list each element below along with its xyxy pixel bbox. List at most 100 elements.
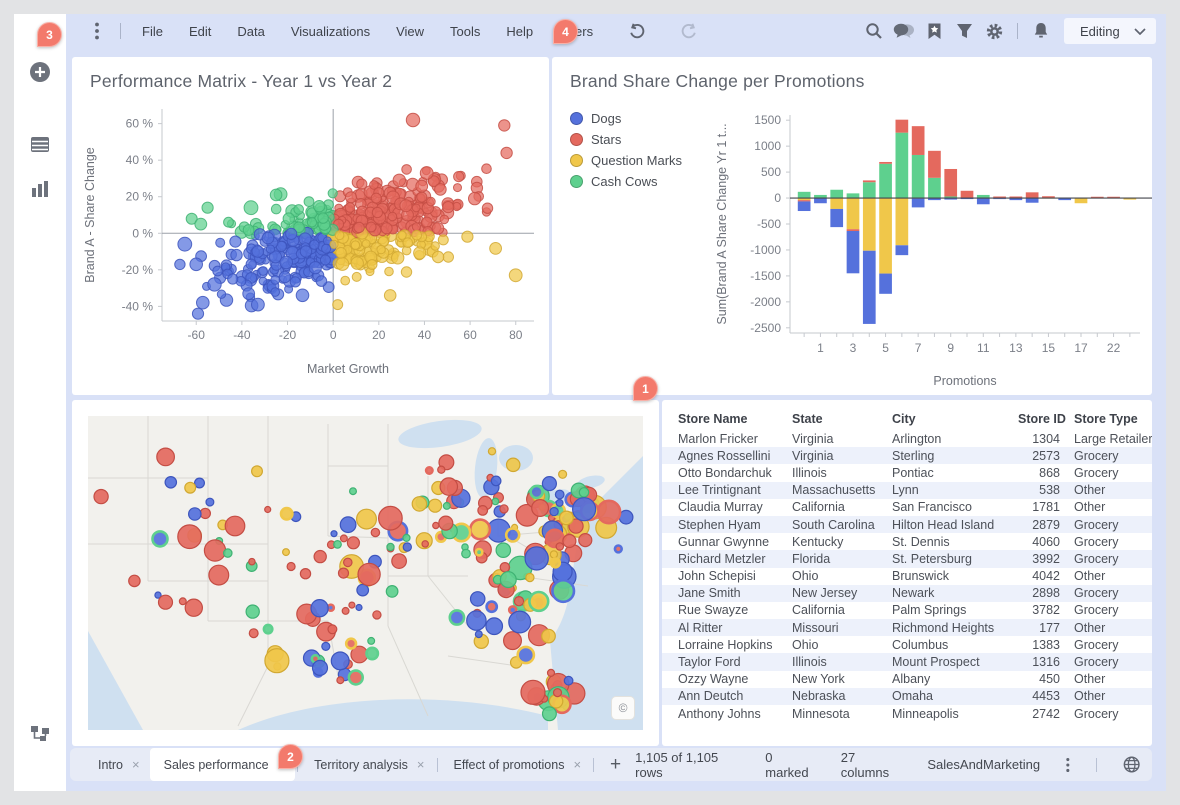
table-row[interactable]: Anthony Johns Minnesota Minneapolis 2742 Gro…: [662, 705, 1152, 722]
notifications-button[interactable]: [1026, 16, 1056, 46]
col-header-state[interactable]: State: [792, 412, 823, 426]
visualization-types-button[interactable]: [28, 177, 52, 201]
add-page-button[interactable]: +: [610, 753, 622, 775]
app-window: FileEditDataVisualizationsViewToolsHelpU…: [14, 14, 1166, 791]
column-count[interactable]: 27 columns: [840, 749, 890, 780]
redo-button[interactable]: [674, 16, 704, 46]
table-row[interactable]: John Schepisi Ohio Brunswick 4042 Other: [662, 568, 1152, 585]
table-row[interactable]: Taylor Ford Illinois Mount Prospect 1316 Gro…: [662, 653, 1152, 671]
legend-label: Stars: [591, 132, 622, 147]
table-row[interactable]: Stephen Hyam South Carolina Hilton Head Is…: [662, 515, 1152, 534]
table-cell: Ann Deutch: [678, 689, 744, 704]
table-cell: Grocery: [1074, 655, 1119, 670]
table-cell: Sterling: [892, 448, 935, 463]
svg-text:80: 80: [509, 328, 523, 342]
store-table[interactable]: Store Name State City Store ID Store Type Ma…: [662, 410, 1152, 722]
legend-item-stars[interactable]: Stars: [570, 132, 682, 147]
data-canvas-button[interactable]: [28, 721, 52, 745]
svg-text:-2500: -2500: [750, 321, 781, 335]
map-chart[interactable]: [88, 416, 643, 730]
search-button[interactable]: [859, 16, 889, 46]
svg-text:17: 17: [1074, 341, 1088, 355]
tab-intro[interactable]: Intro ×: [84, 748, 150, 781]
col-header-store-name[interactable]: Store Name: [678, 412, 748, 426]
kebab-menu-button[interactable]: [82, 16, 112, 46]
col-header-city[interactable]: City: [892, 412, 916, 426]
table-row[interactable]: Rue Swayze California Palm Springs 3782 Groc…: [662, 602, 1152, 619]
scatter-panel[interactable]: Performance Matrix - Year 1 vs Year 2 60…: [72, 57, 549, 395]
menu-edit[interactable]: Edit: [188, 23, 212, 39]
add-visualization-button[interactable]: [28, 60, 52, 84]
filters-button[interactable]: [949, 16, 979, 46]
table-cell: Rue Swayze: [678, 603, 749, 618]
tab-effect-of-promotions[interactable]: Effect of promotions ×: [440, 748, 592, 781]
legend-item-cash-cows[interactable]: Cash Cows: [570, 174, 682, 189]
data-in-analysis-button[interactable]: [28, 132, 52, 156]
table-cell: Grocery: [1074, 706, 1119, 721]
table-row[interactable]: Richard Metzler Florida St. Petersburg 3992…: [662, 550, 1152, 568]
table-row[interactable]: Jane Smith New Jersey Newark 2898 Grocery: [662, 584, 1152, 602]
menu-data[interactable]: Data: [237, 23, 265, 39]
bookmarks-button[interactable]: [919, 16, 949, 46]
tab-divider: [436, 757, 438, 772]
svg-text:3: 3: [850, 341, 857, 355]
tab-territory-analysis[interactable]: Territory analysis ×: [300, 748, 434, 781]
svg-text:-60: -60: [188, 328, 206, 342]
table-row[interactable]: Ann Deutch Nebraska Omaha 4453 Other: [662, 687, 1152, 705]
col-header-store-id[interactable]: Store ID: [1018, 412, 1066, 426]
table-panel[interactable]: Store Name State City Store ID Store Type Ma…: [662, 400, 1152, 746]
marked-count[interactable]: 0 marked: [765, 749, 809, 780]
settings-button[interactable]: [979, 16, 1009, 46]
editing-mode-dropdown[interactable]: Editing: [1064, 18, 1156, 44]
col-header-store-type[interactable]: Store Type: [1074, 412, 1138, 426]
bookmark-icon: [928, 23, 940, 39]
left-sidebar: [14, 14, 66, 791]
svg-text:0: 0: [330, 328, 337, 342]
table-row[interactable]: Gunnar Gwynne Kentucky St. Dennis 4060 Groce…: [662, 533, 1152, 550]
scatter-chart[interactable]: 60 % 40 % 20 % 0 % -20 % -40 % -60 -40 -20 0 20 40 6…: [72, 101, 549, 391]
menu-visualizations[interactable]: Visualizations: [290, 23, 371, 39]
bottom-bar: Intro×Sales performance×Territory analys…: [70, 748, 1152, 781]
main-area: FileEditDataVisualizationsViewToolsHelpU…: [66, 14, 1166, 791]
table-row[interactable]: Lee Trintignant Massachusetts Lynn 538 Other: [662, 481, 1152, 499]
tab-close-icon[interactable]: ×: [132, 757, 140, 772]
legend-item-dogs[interactable]: Dogs: [570, 111, 682, 126]
bar-chart-panel[interactable]: Brand Share Change per Promotions Dogs St…: [552, 57, 1152, 395]
table-row[interactable]: Al Ritter Missouri Richmond Heights 177 Othe…: [662, 619, 1152, 637]
table-cell: 3782: [1032, 603, 1060, 618]
table-cell: Taylor Ford: [678, 655, 741, 670]
menu-file[interactable]: File: [142, 23, 163, 39]
svg-text:5: 5: [882, 341, 889, 355]
table-row[interactable]: Ozzy Wayne New York Albany 450 Other: [662, 671, 1152, 688]
globe-icon[interactable]: [1123, 755, 1140, 774]
map-panel[interactable]: ©: [72, 400, 659, 746]
map-attribution-button[interactable]: ©: [611, 696, 635, 720]
menu-tools[interactable]: Tools: [450, 23, 481, 39]
table-row[interactable]: Agnes Rossellini Virginia Sterling 2573 Groc…: [662, 447, 1152, 465]
tab-sales-performance[interactable]: Sales performance×: [149, 748, 296, 781]
data-source-name[interactable]: SalesAndMarketing: [927, 757, 1041, 772]
table-row[interactable]: Otto Bondarchuk Illinois Pontiac 868 Grocery: [662, 464, 1152, 481]
annotation-badge-4: 4: [553, 19, 578, 44]
tab-close-icon[interactable]: ×: [573, 757, 582, 772]
menu-view[interactable]: View: [396, 23, 425, 39]
redo-icon: [681, 22, 696, 38]
search-icon: [866, 23, 882, 39]
status-kebab-icon[interactable]: [1066, 757, 1070, 773]
table-header-row[interactable]: Store Name State City Store ID Store Type: [662, 410, 1152, 430]
table-row[interactable]: Claudia Murray California San Francisco 178…: [662, 499, 1152, 516]
legend-item-question-marks[interactable]: Question Marks: [570, 153, 682, 168]
table-cell: Massachusetts: [792, 483, 876, 498]
table-row[interactable]: Marlon Fricker Virginia Arlington 1304 Large…: [662, 430, 1152, 447]
plus-circle-icon: [30, 62, 50, 82]
undo-button[interactable]: [622, 16, 652, 46]
table-cell: Ohio: [792, 637, 819, 652]
table-cell: Pontiac: [892, 465, 934, 480]
table-cell: 1781: [1032, 500, 1060, 515]
comments-button[interactable]: [889, 16, 919, 46]
tab-close-icon[interactable]: ×: [416, 757, 425, 772]
flowchart-icon: [31, 726, 49, 741]
table-row[interactable]: Lorraine Hopkins Ohio Columbus 1383 Grocery: [662, 636, 1152, 653]
menu-help[interactable]: Help: [506, 23, 534, 39]
